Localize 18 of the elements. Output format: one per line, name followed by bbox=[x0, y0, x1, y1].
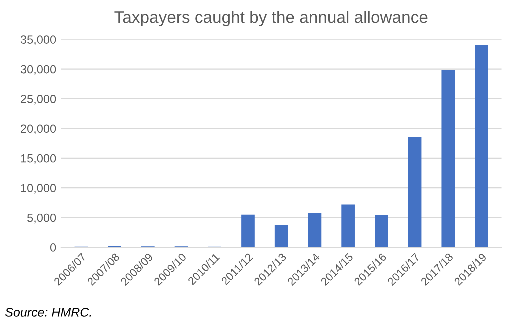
y-tick-label: 25,000 bbox=[21, 95, 56, 105]
bar bbox=[242, 214, 255, 248]
bar bbox=[442, 70, 456, 248]
y-tick-label: 10,000 bbox=[21, 184, 56, 194]
y-tick-label: 5,000 bbox=[28, 214, 56, 224]
y-tick-label: 0 bbox=[50, 244, 56, 252]
bar bbox=[308, 213, 322, 248]
y-tick-label: 30,000 bbox=[20, 65, 56, 76]
y-tick-label: 15,000 bbox=[21, 154, 56, 164]
y-tick-label: 20,000 bbox=[21, 124, 56, 134]
source-note: Source: HMRC. bbox=[5, 308, 92, 317]
chart-title: Taxpayers caught by the annual allowance bbox=[114, 11, 428, 27]
bar bbox=[475, 44, 488, 248]
bar bbox=[375, 215, 388, 248]
bar bbox=[408, 137, 422, 248]
y-tick-label: 35,000 bbox=[20, 36, 56, 46]
bar bbox=[274, 226, 288, 248]
bar bbox=[342, 204, 355, 248]
